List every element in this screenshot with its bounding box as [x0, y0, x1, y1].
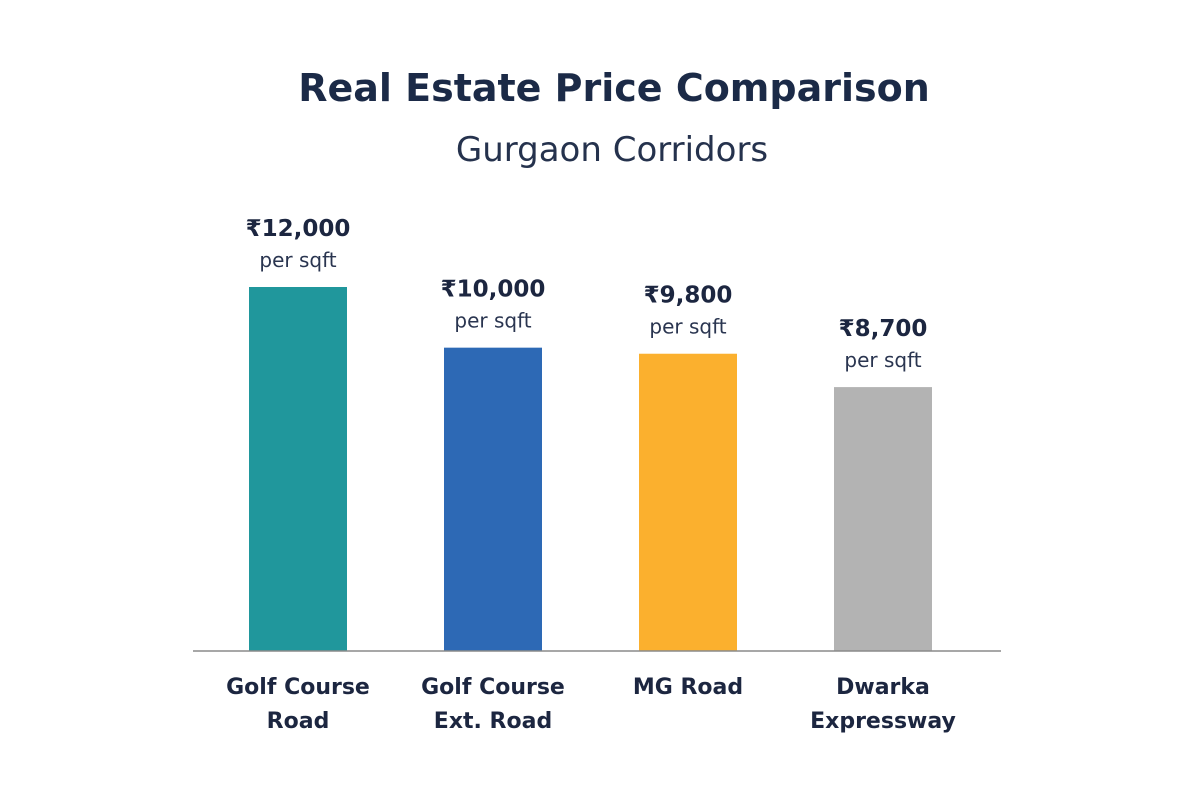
- bars-layer: [249, 287, 932, 651]
- bar-value-label: ₹9,800: [644, 283, 733, 309]
- category-label: Golf Course: [421, 675, 565, 700]
- bar: [834, 387, 932, 651]
- category-label: Dwarka: [836, 675, 930, 700]
- bar-value-label: ₹12,000: [246, 216, 351, 242]
- category-label: Road: [267, 709, 330, 734]
- bar-unit-label: per sqft: [259, 248, 336, 272]
- chart-title: Real Estate Price Comparison: [298, 66, 930, 110]
- bar-unit-label: per sqft: [454, 309, 531, 333]
- bar-value-label: ₹10,000: [441, 277, 546, 303]
- bar-unit-label: per sqft: [649, 315, 726, 339]
- chart-subtitle: Gurgaon Corridors: [455, 130, 769, 170]
- bar: [639, 353, 737, 651]
- category-label: MG Road: [633, 675, 743, 700]
- bar: [249, 287, 347, 651]
- bar: [444, 347, 542, 651]
- category-label: Golf Course: [226, 675, 370, 700]
- bar-unit-label: per sqft: [844, 348, 921, 372]
- category-label: Ext. Road: [434, 709, 552, 734]
- category-label: Expressway: [810, 709, 956, 734]
- labels-layer: ₹12,000 per sqft Golf Course Road ₹10,000 per…: [226, 216, 956, 734]
- bar-value-label: ₹8,700: [839, 316, 928, 342]
